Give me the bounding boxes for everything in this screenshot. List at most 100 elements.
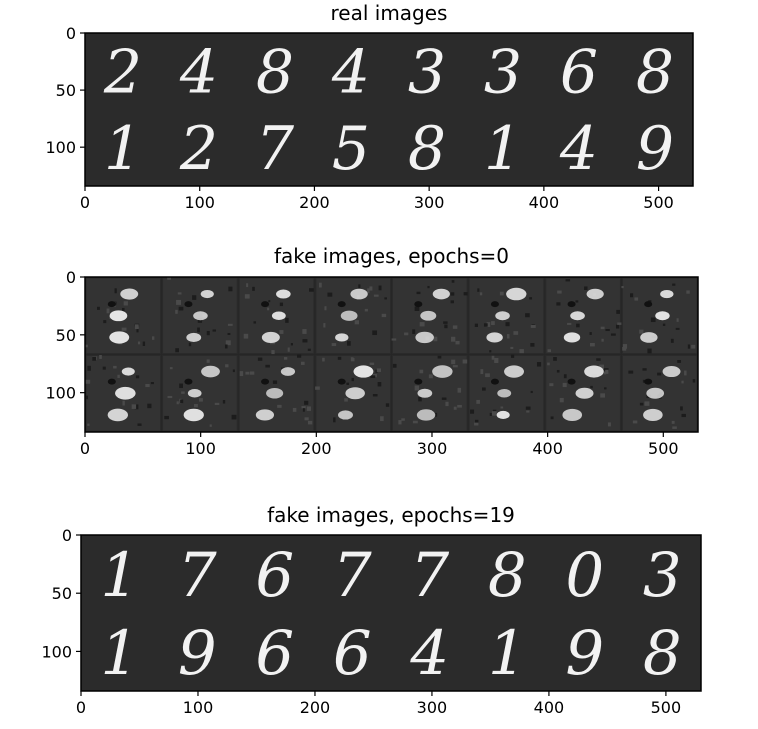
axes-frame	[84, 32, 694, 187]
noise-speckle	[639, 402, 644, 406]
noise-blob	[655, 311, 670, 321]
noise-speckle	[455, 340, 460, 345]
noise-speckle	[437, 355, 442, 359]
noise-speckle	[414, 385, 420, 391]
noise-speckle	[489, 412, 493, 416]
noise-speckle	[398, 420, 402, 425]
noise-blob	[562, 408, 583, 421]
noise-speckle	[147, 403, 152, 409]
noise-speckle	[416, 291, 421, 295]
digit-glyph: 7	[256, 114, 295, 184]
noise-speckle	[452, 325, 458, 329]
noise-speckle	[164, 415, 169, 420]
noise-speckle	[197, 317, 203, 323]
noise-speckle	[686, 290, 690, 294]
noise-speckle	[562, 382, 567, 388]
noise-speckle	[344, 398, 348, 402]
noise-speckle	[505, 322, 510, 327]
noise-speckle	[373, 294, 379, 297]
noise-speckle	[615, 324, 620, 329]
noise-blob	[200, 289, 214, 299]
noise-speckle	[639, 329, 644, 334]
noise-speckle	[510, 346, 514, 349]
noise-blob	[335, 333, 349, 342]
noise-speckle	[445, 401, 449, 407]
noise-blob	[432, 288, 450, 300]
noise-speckle	[257, 357, 263, 361]
noise-speckle	[367, 288, 370, 294]
noise-speckle	[648, 300, 652, 303]
noise-blob	[662, 366, 681, 378]
noise-speckle	[178, 306, 184, 311]
x-tick-label: 100	[183, 698, 214, 717]
noise-speckle	[192, 295, 197, 300]
noise-speckle	[99, 355, 102, 359]
noise-speckle	[510, 354, 515, 358]
noise-blob	[496, 410, 510, 419]
noise-speckle	[225, 340, 231, 346]
noise-speckle	[151, 336, 155, 340]
noise-speckle	[372, 394, 378, 397]
noise-speckle	[670, 338, 674, 343]
digit-glyph: 6	[333, 618, 372, 689]
digit-glyph: 6	[255, 618, 294, 689]
noise-speckle	[370, 375, 376, 379]
x-tick-label: 200	[301, 439, 332, 458]
noise-speckle	[346, 382, 350, 385]
noise-speckle	[175, 309, 178, 314]
noise-speckle	[113, 365, 117, 369]
noise-speckle	[491, 355, 495, 360]
x-tick-label: 200	[299, 193, 330, 212]
noise-speckle	[599, 364, 605, 370]
noise-blob	[497, 388, 512, 398]
noise-speckle	[302, 329, 307, 334]
digit-glyph: 0	[565, 540, 604, 611]
noise-speckle	[444, 324, 448, 329]
noise-speckle	[375, 369, 378, 373]
noise-speckle	[212, 329, 217, 332]
noise-speckle	[590, 385, 593, 389]
noise-dark-spot	[184, 301, 193, 308]
noise-speckle	[491, 411, 497, 416]
noise-speckle	[530, 390, 533, 394]
noise-speckle	[482, 387, 486, 391]
noise-speckle	[600, 393, 605, 398]
noise-speckle	[227, 323, 233, 326]
panel-title: fake images, epochs=19	[267, 503, 515, 527]
noise-dark-spot	[107, 301, 116, 308]
digit-glyph: 1	[484, 114, 522, 184]
noise-speckle	[380, 416, 384, 422]
noise-speckle	[358, 284, 361, 289]
noise-speckle	[605, 369, 609, 374]
noise-speckle	[86, 395, 89, 400]
noise-speckle	[474, 422, 479, 426]
noise-blob	[255, 409, 275, 421]
noise-speckle	[684, 370, 687, 376]
noise-speckle	[500, 406, 504, 409]
noise-speckle	[239, 371, 244, 377]
noise-speckle	[616, 309, 620, 314]
noise-dark-spot	[490, 378, 499, 385]
noise-speckle	[180, 399, 184, 404]
noise-speckle	[419, 322, 425, 327]
noise-speckle	[489, 350, 492, 353]
noise-speckle	[315, 386, 320, 390]
x-tick-label: 500	[648, 439, 679, 458]
noise-speckle	[525, 313, 530, 318]
noise-speckle	[307, 420, 313, 425]
noise-speckle	[676, 318, 679, 322]
noise-speckle	[451, 336, 456, 342]
noise-speckle	[376, 368, 382, 372]
noise-speckle	[231, 414, 237, 420]
noise-speckle	[428, 374, 433, 379]
noise-speckle	[412, 329, 416, 334]
noise-speckle	[369, 286, 373, 291]
noise-speckle	[483, 323, 488, 327]
noise-speckle	[644, 401, 650, 406]
noise-speckle	[642, 368, 647, 371]
noise-speckle	[691, 344, 696, 349]
noise-speckle	[175, 348, 179, 353]
noise-blob	[416, 409, 436, 421]
noise-blob	[280, 367, 296, 376]
x-tick-label: 200	[300, 698, 331, 717]
